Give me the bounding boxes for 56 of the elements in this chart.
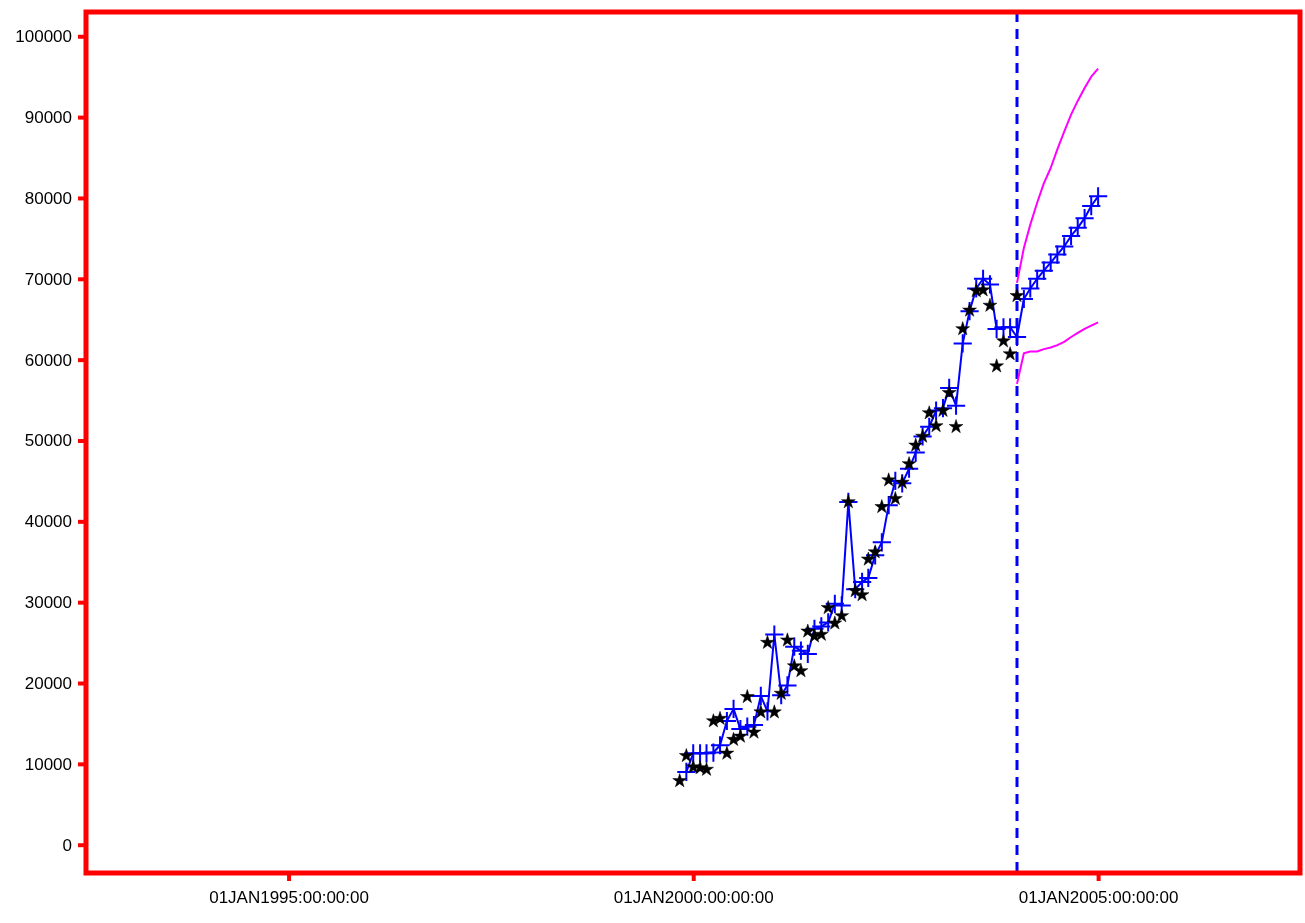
point [672,773,687,787]
y-tick-label: 100000 [15,27,72,47]
point [1002,346,1018,361]
point [820,600,836,614]
point [888,491,903,505]
y-tick-label: 90000 [24,108,72,128]
y-tick-label: 40000 [24,512,72,532]
line-series [1016,67,1100,284]
point [712,711,728,725]
y-tick-label: 30000 [24,593,72,613]
point [774,685,789,700]
point [767,704,782,719]
point [941,385,957,399]
point [989,358,1004,373]
point [827,615,843,630]
point [1009,288,1025,302]
y-tick-label: 10000 [24,754,72,774]
line-series [1016,321,1100,385]
point [935,403,951,417]
y-tick-label: 60000 [24,350,72,370]
point [834,608,849,623]
point [861,551,876,566]
point [699,761,714,776]
point [962,302,977,317]
y-tick-label: 50000 [24,431,72,451]
point [895,474,910,489]
point [780,632,795,647]
point [867,544,883,559]
point [948,419,964,433]
point [928,418,944,433]
point [996,333,1011,348]
point [746,724,762,739]
point [814,626,829,641]
point [901,456,917,471]
point [679,748,694,762]
y-tick-label: 0 [62,835,72,855]
point [908,437,923,452]
point [760,635,775,649]
point [881,472,896,487]
x-tick-label: 01JAN1995:00:00:00 [209,888,369,908]
point [793,663,809,678]
y-tick-label: 70000 [24,269,72,289]
point [922,405,937,420]
point [733,728,748,743]
y-tick-label: 20000 [24,673,72,693]
point [719,745,735,760]
y-tick-label: 80000 [24,188,72,208]
point [955,321,970,336]
point [915,428,930,443]
point [753,704,769,719]
point [740,689,755,703]
point [874,499,890,513]
x-tick-label: 01JAN2000:00:00:00 [613,888,774,908]
point [982,297,998,312]
x-tick-label: 01JAN2005:00:00:00 [1018,888,1179,908]
point [975,282,991,297]
